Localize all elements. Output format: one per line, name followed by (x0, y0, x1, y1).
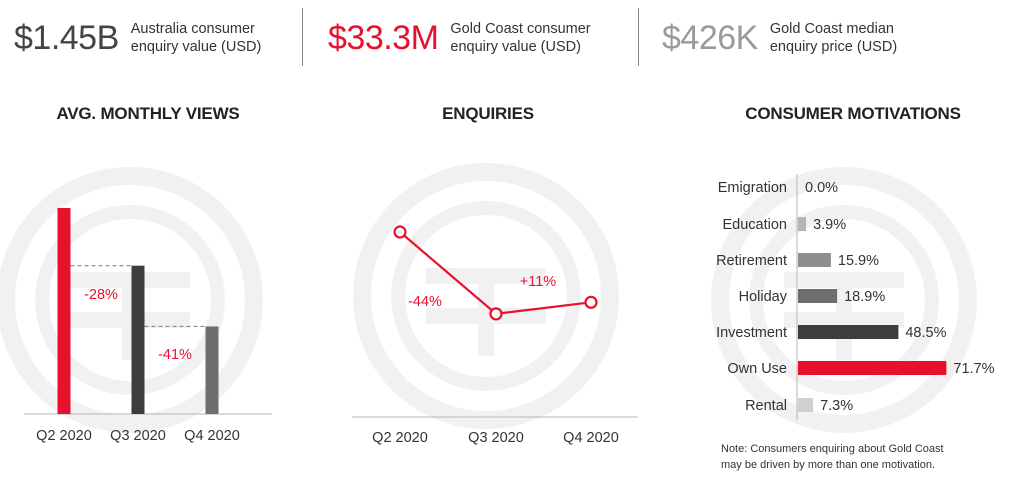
kpi-divider (302, 8, 303, 66)
y-tick-label: Investment (716, 325, 787, 341)
footnote-line1: Note: Consumers enquiring about Gold Coa… (721, 443, 944, 455)
x-tick-label: Q3 2020 (110, 428, 166, 444)
x-tick-label: Q3 2020 (468, 430, 524, 446)
data-label: 18.9% (844, 289, 885, 305)
chart-title-avg-monthly-views: AVG. MONTHLY VIEWS (56, 104, 240, 123)
data-label: 3.9% (813, 217, 846, 233)
bar (798, 325, 899, 339)
y-tick-label: Emigration (718, 180, 787, 196)
kpi-value: $426K (662, 19, 758, 57)
kpi-label-line1: Gold Coast consumer (450, 21, 591, 37)
bar (798, 253, 831, 267)
kpi-gold-coast-median-price: $426K Gold Coast median enquiry price (U… (662, 10, 897, 66)
kpi-label-line1: Australia consumer (130, 21, 255, 37)
data-point (393, 225, 407, 239)
kpi-value: $33.3M (328, 19, 439, 57)
kpi-label-line2: enquiry price (USD) (769, 39, 898, 55)
data-label: 15.9% (838, 253, 879, 269)
bar (798, 217, 807, 231)
kpi-label: Australia consumer enquiry value (USD) (131, 20, 262, 56)
watermark-logo (353, 163, 619, 429)
bar (798, 398, 814, 412)
watermark-ring (353, 163, 619, 429)
data-label: 48.5% (905, 325, 946, 341)
x-tick-label: Q2 2020 (36, 428, 92, 444)
avg-monthly-views-chart: Q2 2020 Q3 2020 Q4 2020 -28% -41% (24, 208, 272, 444)
bar (131, 265, 145, 414)
watermark-ring (749, 205, 939, 395)
change-label: -44% (408, 294, 442, 310)
watermark-ring (711, 167, 977, 433)
kpi-label: Gold Coast consumer enquiry value (USD) (450, 20, 590, 56)
watermark-ring (35, 205, 225, 395)
y-tick-label: Own Use (727, 361, 787, 377)
data-point (584, 295, 598, 309)
data-label: 7.3% (820, 398, 853, 414)
bar (798, 361, 947, 375)
watermark-logo (0, 167, 263, 433)
data-label: 71.7% (953, 361, 994, 377)
watermark-logos (0, 163, 977, 433)
kpi-label: Gold Coast median enquiry price (USD) (770, 20, 897, 56)
x-tick-label: Q2 2020 (372, 430, 428, 446)
x-tick-label: Q4 2020 (563, 430, 619, 446)
watermark-glyph (426, 268, 546, 356)
kpi-label-line2: enquiry value (USD) (450, 39, 581, 55)
watermark-glyph (70, 272, 190, 360)
y-tick-label: Education (723, 217, 788, 233)
watermark-logo (711, 167, 977, 433)
y-tick-label: Retirement (716, 253, 787, 269)
data-label: 0.0% (805, 180, 838, 196)
change-label: -41% (158, 347, 192, 363)
watermark-glyph (784, 272, 904, 360)
consumer-motivations-chart: Emigration 0.0% Education 3.9% Retirement 15.… (716, 174, 995, 420)
kpi-divider (638, 8, 639, 66)
kpi-label-line1: Gold Coast median (769, 21, 894, 37)
kpi-australia-enquiry-value: $1.45B Australia consumer enquiry value … (14, 10, 261, 66)
enquiries-chart: Q2 2020 Q3 2020 Q4 2020 -44% +11% (352, 225, 638, 446)
data-point (489, 307, 503, 321)
x-tick-label: Q4 2020 (184, 428, 240, 444)
watermark-ring (0, 167, 263, 433)
change-label: +11% (520, 274, 557, 290)
y-tick-label: Holiday (739, 289, 788, 305)
kpi-label-line2: enquiry value (USD) (130, 39, 262, 55)
chart-title-enquiries: ENQUIRIES (442, 104, 534, 123)
kpi-gold-coast-enquiry-value: $33.3M Gold Coast consumer enquiry value… (328, 10, 591, 66)
y-tick-label: Rental (745, 398, 787, 414)
watermark-ring (391, 201, 581, 391)
chart-title-consumer-motivations: CONSUMER MOTIVATIONS (745, 104, 961, 123)
bar (57, 208, 71, 414)
bar (205, 326, 219, 414)
change-label: -28% (84, 287, 118, 303)
footnote-line2: may be driven by more than one motivatio… (721, 459, 936, 471)
kpi-value: $1.45B (14, 19, 119, 57)
footnote: Note: Consumers enquiring about Gold Coa… (721, 441, 944, 473)
bar (798, 289, 838, 303)
